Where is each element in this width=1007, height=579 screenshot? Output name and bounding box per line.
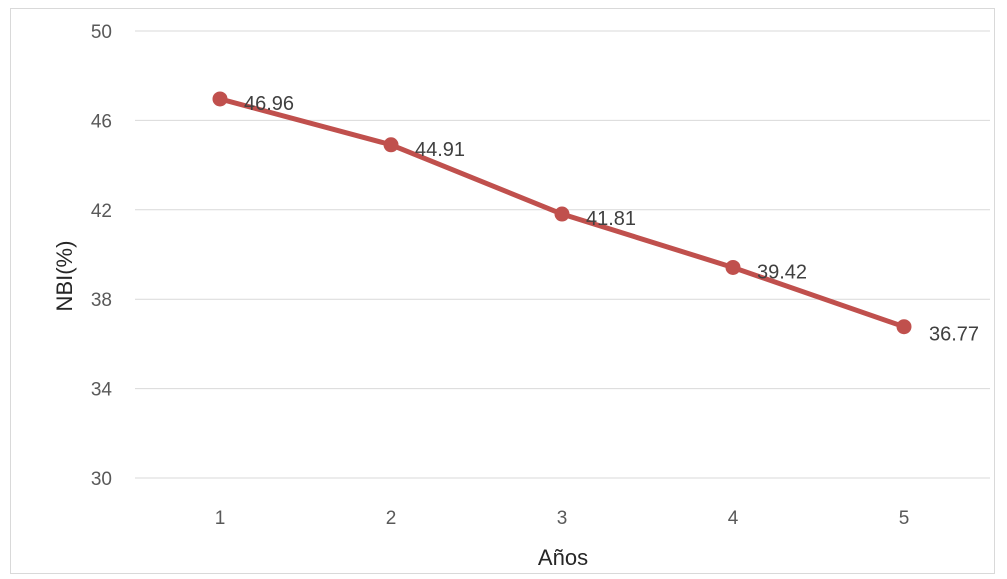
data-label: 39.42 xyxy=(757,261,807,283)
y-tick-label: 46 xyxy=(91,111,112,132)
y-tick-label: 38 xyxy=(91,290,112,311)
x-tick-label: 4 xyxy=(728,508,739,529)
data-point xyxy=(725,259,741,275)
x-axis-ticks: 1 2 3 4 5 xyxy=(215,508,910,529)
x-tick-label: 2 xyxy=(386,508,397,529)
x-axis-title: Años xyxy=(538,545,588,570)
y-tick-label: 50 xyxy=(91,22,112,43)
y-axis-ticks: 30 34 38 42 46 50 xyxy=(91,22,113,490)
y-tick-label: 30 xyxy=(91,469,112,490)
data-label: 41.81 xyxy=(586,208,636,230)
chart-area xyxy=(10,8,995,574)
x-tick-label: 1 xyxy=(215,508,226,529)
data-point xyxy=(383,137,399,153)
data-labels: 46.96 44.91 41.81 39.42 36.77 xyxy=(244,93,979,346)
data-label: 36.77 xyxy=(929,324,979,346)
data-point xyxy=(212,91,228,107)
data-label: 44.91 xyxy=(415,139,465,161)
x-tick-label: 3 xyxy=(557,508,568,529)
gridlines xyxy=(135,30,990,479)
y-tick-label: 34 xyxy=(91,380,113,401)
y-tick-label: 42 xyxy=(91,201,112,222)
data-label: 46.96 xyxy=(244,93,294,115)
data-point xyxy=(896,319,912,335)
data-point xyxy=(554,206,570,222)
y-axis-title: NBI(%) xyxy=(52,241,77,312)
x-tick-label: 5 xyxy=(899,508,910,529)
series-markers xyxy=(212,91,912,335)
